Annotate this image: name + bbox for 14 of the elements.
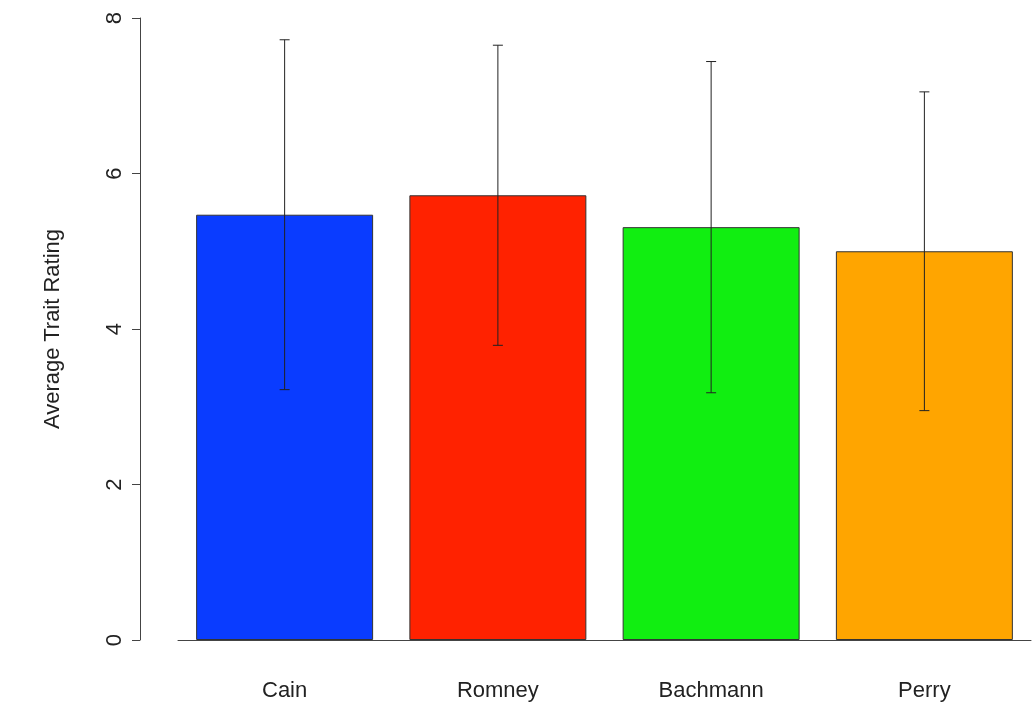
y-tick-label: 8: [100, 11, 126, 25]
bar: [196, 214, 374, 640]
x-tick-label: Bachmann: [658, 676, 764, 702]
bar: [409, 195, 587, 640]
x-tick-label: Cain: [262, 676, 308, 702]
bar: [622, 227, 800, 640]
y-axis-title: Average Trait Rating: [38, 228, 64, 430]
y-tick-label: 4: [100, 322, 126, 336]
y-tick-label: 6: [100, 167, 126, 180]
bar: [835, 251, 1013, 640]
x-tick-label: Perry: [898, 676, 951, 702]
x-tick-label: Romney: [456, 676, 539, 702]
y-tick-label: 0: [100, 633, 126, 647]
y-tick-label: 2: [100, 478, 126, 491]
